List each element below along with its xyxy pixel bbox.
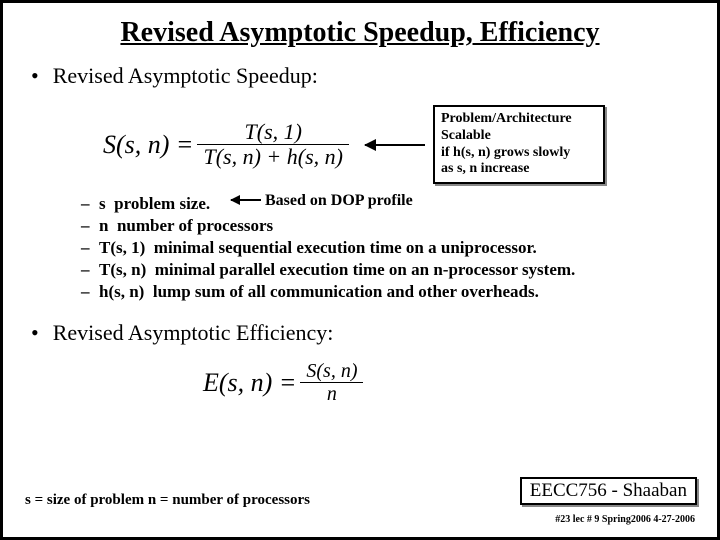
speedup-equation: S(s, n) = T(s, 1) T(s, n) + h(s, n) — [103, 120, 353, 169]
def-symbol: n — [99, 216, 117, 236]
course-badge: EECC756 - Shaaban — [520, 477, 697, 505]
note-line-2: Scalable — [441, 128, 597, 145]
eq1-numerator: T(s, 1) — [239, 120, 308, 144]
section-efficiency: • Revised Asymptotic Efficiency: — [3, 320, 717, 346]
list-item: – T(s, 1) minimal sequential execution t… — [81, 238, 717, 258]
def-desc: minimal sequential execution time on a u… — [154, 238, 537, 258]
dash-icon: – — [81, 194, 99, 214]
scalability-note: Problem/Architecture Scalable if h(s, n)… — [433, 105, 605, 184]
eq2-denominator: n — [321, 383, 343, 405]
def-symbol: h(s, n) — [99, 282, 153, 302]
eq1-denominator: T(s, n) + h(s, n) — [197, 145, 349, 169]
efficiency-equation: E(s, n) = S(s, n) n — [3, 360, 717, 405]
eq1-lhs: S(s, n) = — [103, 130, 193, 160]
list-item: – n number of processors — [81, 216, 717, 236]
list-item: – T(s, n) minimal parallel execution tim… — [81, 260, 717, 280]
dop-profile-label: Based on DOP profile — [265, 192, 413, 210]
def-desc: lump sum of all communication and other … — [153, 282, 539, 302]
eq2-fraction: S(s, n) n — [300, 360, 363, 405]
dash-icon: – — [81, 282, 99, 302]
def-desc: minimal parallel execution time on an n-… — [155, 260, 576, 280]
dash-icon: – — [81, 216, 99, 236]
slide-title: Revised Asymptotic Speedup, Efficiency — [3, 3, 717, 57]
section-efficiency-label: Revised Asymptotic Efficiency: — [53, 320, 334, 346]
slide-meta: #23 lec # 9 Spring2006 4-27-2006 — [555, 514, 695, 525]
eq1-fraction: T(s, 1) T(s, n) + h(s, n) — [197, 120, 349, 169]
definitions-list: Based on DOP profile – s problem size. –… — [3, 194, 717, 302]
note-line-3: if h(s, n) grows slowly — [441, 145, 597, 162]
arrow-left-icon — [231, 199, 261, 201]
variables-legend: s = size of problem n = number of proces… — [25, 492, 310, 509]
note-line-1: Problem/Architecture — [441, 111, 597, 128]
def-desc: problem size. — [114, 194, 210, 214]
def-symbol: T(s, 1) — [99, 238, 154, 258]
eq2-lhs: E(s, n) = — [203, 368, 296, 398]
note-line-4: as s, n increase — [441, 161, 597, 178]
bullet-dot-icon: • — [31, 65, 39, 87]
def-symbol: T(s, n) — [99, 260, 155, 280]
section-speedup-label: Revised Asymptotic Speedup: — [53, 63, 318, 89]
dash-icon: – — [81, 260, 99, 280]
arrow-left-icon — [365, 144, 425, 146]
section-speedup: • Revised Asymptotic Speedup: — [3, 63, 717, 89]
bullet-dot-icon: • — [31, 322, 39, 344]
list-item: – h(s, n) lump sum of all communication … — [81, 282, 717, 302]
dash-icon: – — [81, 238, 99, 258]
def-desc: number of processors — [117, 216, 273, 236]
def-symbol: s — [99, 194, 114, 214]
eq2-numerator: S(s, n) — [300, 360, 363, 382]
speedup-formula-row: S(s, n) = T(s, 1) T(s, n) + h(s, n) Prob… — [3, 105, 717, 184]
